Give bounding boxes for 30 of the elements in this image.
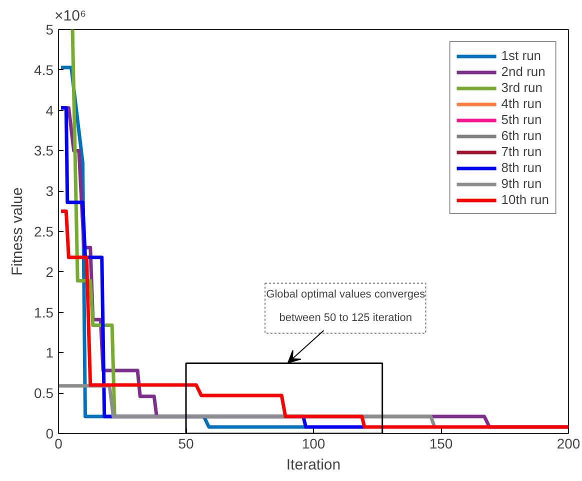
x-tick-label: 100 (302, 436, 326, 452)
y-tick-label: 3 (46, 183, 54, 200)
y-tick-label: 1 (46, 344, 54, 361)
legend-label: 8th run (501, 160, 542, 175)
line-series (59, 210, 568, 429)
y-tick-label: 1.5 (34, 304, 54, 320)
legend-label: 4th run (501, 96, 542, 111)
x-tick-label: 50 (178, 436, 194, 452)
x-tick-label: 200 (556, 436, 580, 452)
y-tick-label: 3.5 (34, 142, 54, 159)
y-tick-label: 4.5 (34, 62, 54, 78)
x-tick-label: 150 (429, 436, 453, 452)
legend-label: 6th run (501, 128, 542, 143)
y-tick-label: 2.5 (34, 224, 54, 240)
legend-label: 7th run (501, 144, 542, 159)
y-tick-label: 2 (46, 264, 54, 280)
y-tick-label: 5 (46, 22, 54, 38)
annotation: Global optimal values converges between 50 to 125 iteration (266, 288, 426, 324)
y-tick-label: 4 (46, 102, 54, 118)
legend-label: 1st run (501, 48, 542, 63)
y-tick-label: 0.5 (34, 385, 54, 402)
legend-label: 10th run (501, 192, 549, 207)
legend-label: 3rd run (501, 80, 542, 95)
y-tick-label: 0 (46, 426, 54, 442)
legend-label: 2nd run (501, 64, 546, 79)
x-axis-title: Iteration (286, 456, 341, 474)
y-axis-title: Fitness value (9, 187, 26, 276)
legend-label: 9th run (501, 176, 542, 191)
legend-label: 5th run (501, 112, 542, 127)
text: ×10⁶ (54, 8, 86, 24)
